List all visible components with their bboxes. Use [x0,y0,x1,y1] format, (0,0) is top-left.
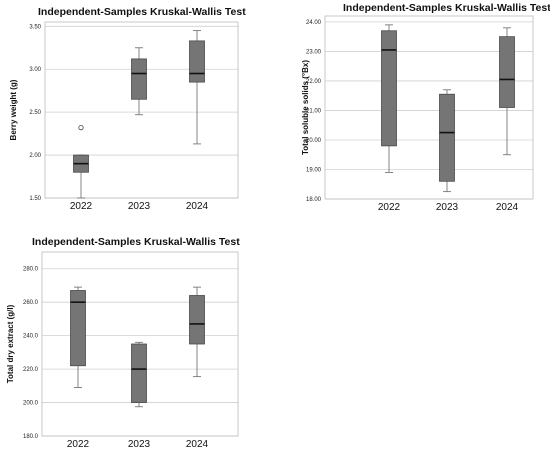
box-iqr [381,30,397,147]
chart-panel-total-dry-extract: Independent-Samples Kruskal-Wallis Test … [0,228,275,450]
y-tick-label: 280.0 [23,267,39,273]
box-iqr [70,290,86,367]
y-tick-label: 1.50 [29,196,41,202]
y-tick-label: 22.00 [306,79,322,85]
plot-frame [44,21,239,199]
chart-title: Independent-Samples Kruskal-Wallis Test [38,6,246,18]
boxplot-chart: 1.50 2.00 2.50 3.00 3.50 Berry weight (g) 2022… [9,21,239,212]
y-tick-label: 3.50 [29,24,41,30]
box-iqr [439,93,455,182]
x-category-label: 2023 [128,201,151,212]
y-tick-label: 220.0 [23,367,39,373]
y-axis-title: Total dry extract (g/l) [6,304,15,383]
x-category-label: 2024 [496,202,519,213]
box-iqr [499,36,515,108]
y-tick-label: 3.00 [29,67,41,73]
x-category-label: 2022 [70,201,93,212]
box-iqr [131,343,147,403]
box-iqr [189,295,205,345]
y-axis-title: Berry weight (g) [9,79,18,140]
y-axis-title: Total soluble solids (°Bx) [301,60,310,155]
y-tick-label: 18.00 [306,197,322,203]
y-tick-label: 23.00 [306,49,322,55]
y-tick-label: 24.00 [306,20,322,26]
chart-panel-total-soluble-solids: Independent-Samples Kruskal-Wallis Test … [285,0,550,215]
y-tick-label: 180.0 [23,434,39,440]
chart-title: Independent-Samples Kruskal-Wallis Test [32,236,240,248]
y-tick-label: 260.0 [23,300,39,306]
boxplot-chart: 18.00 19.00 20.00 21.00 22.00 23.00 24.00 Total… [301,15,534,213]
x-category-label: 2023 [128,439,151,450]
y-tick-label: 19.00 [306,167,322,173]
box-iqr [189,40,205,83]
y-tick-label: 21.00 [306,108,322,114]
y-tick-label: 240.0 [23,334,39,340]
plot-frame [324,15,534,200]
boxplot-chart: 180.0 200.0 220.0 240.0 260.0 280.0 Total dry … [6,251,239,450]
chart-title: Independent-Samples Kruskal-Wallis Test [343,2,550,14]
x-category-label: 2022 [378,202,401,213]
box-iqr [131,58,147,100]
plot-frame [41,251,239,437]
y-tick-label: 200.0 [23,401,39,407]
x-category-label: 2022 [67,439,90,450]
outlier-point [78,125,84,131]
x-category-label: 2024 [186,201,209,212]
y-tick-label: 2.00 [29,153,41,159]
x-category-label: 2023 [436,202,459,213]
y-tick-label: 20.00 [306,138,322,144]
y-tick-label: 2.50 [29,110,41,116]
x-category-label: 2024 [186,439,209,450]
chart-panel-berry-weight: Independent-Samples Kruskal-Wallis Test … [0,0,275,215]
